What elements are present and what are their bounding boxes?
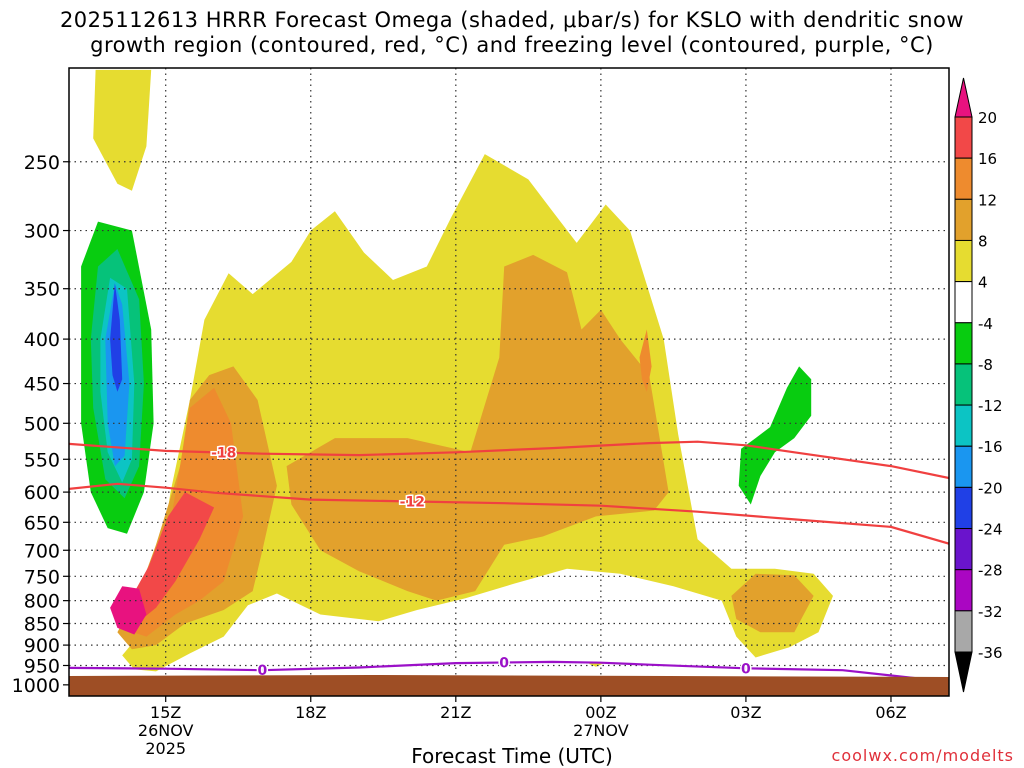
colorbar-label-6: -8	[978, 356, 993, 374]
omega-blue-early	[110, 283, 123, 392]
colorbar-label-11: -28	[978, 562, 1003, 580]
y-tick-label-650: 650	[24, 512, 60, 534]
y-tick-label-900: 900	[24, 635, 60, 657]
y-tick-label-250: 250	[24, 152, 60, 174]
colorbar-bin-2	[954, 157, 973, 200]
colorbar-label-7: -12	[978, 397, 1003, 415]
colorbar-bin-9	[954, 445, 973, 488]
omega-orange-late	[731, 573, 814, 633]
omega-green-late	[738, 366, 812, 505]
x-tick-label-00Z: 00Z	[585, 703, 616, 722]
colorbar-bottom-arrow	[954, 651, 973, 693]
contour-label-dendritic-lower-0: -12	[400, 495, 425, 511]
omega-orange-core	[286, 254, 669, 601]
colorbar-bin-5	[954, 281, 973, 324]
colorbar-top-arrow	[954, 77, 973, 118]
source-credit[interactable]: coolwx.com/modelts	[831, 746, 1014, 765]
contour-label-freezing-level-2: 0	[741, 661, 751, 677]
y-tick-label-350: 350	[24, 279, 60, 301]
colorbar-label-1: 16	[978, 150, 997, 168]
y-tick-label-500: 500	[24, 413, 60, 435]
contour-dendritic-lower	[69, 482, 949, 545]
y-tick-label-950: 950	[24, 655, 60, 677]
y-tick-label-400: 400	[24, 329, 60, 351]
x-tick-label-03Z: 03Z	[730, 703, 761, 722]
x-tick-label-21Z: 21Z	[440, 703, 471, 722]
colorbar-bin-1	[954, 116, 973, 159]
y-tick-label-300: 300	[24, 221, 60, 243]
y-tick-label-700: 700	[24, 540, 60, 562]
y-tick-label-600: 600	[24, 482, 60, 504]
colorbar-label-2: 12	[978, 191, 997, 209]
contour-label-freezing-level-1: 0	[499, 656, 509, 672]
y-tick-label-850: 850	[24, 614, 60, 636]
colorbar-label-4: 4	[978, 274, 988, 292]
terrain-ground	[69, 675, 949, 696]
y-tick-label-1000: 1000	[12, 675, 60, 697]
omega-yellow-main	[122, 154, 833, 672]
colorbar-label-8: -16	[978, 438, 1003, 456]
chart-title-line-2: growth region (contoured, red, °C) and f…	[90, 33, 934, 57]
colorbar-bin-11	[954, 528, 973, 571]
colorbar-label-5: -4	[978, 315, 993, 333]
colorbar-bin-6	[954, 322, 973, 365]
y-tick-label-450: 450	[24, 374, 60, 396]
x-tick-year-15Z: 2025	[145, 739, 186, 758]
colorbar-bin-4	[954, 239, 973, 283]
plot-frame	[68, 67, 950, 697]
chart-title-line-1: 2025112613 HRRR Forecast Omega (shaded, …	[59, 8, 965, 32]
x-tick-label-15Z: 15Z	[150, 703, 181, 722]
colorbar-label-12: -32	[978, 603, 1003, 621]
x-tick-date-15Z: 26NOV	[138, 721, 194, 740]
x-tick-label-06Z: 06Z	[875, 703, 906, 722]
colorbar-label-9: -20	[978, 479, 1003, 497]
colorbar-bin-10	[954, 486, 973, 530]
omega-darkorange-small	[639, 329, 652, 392]
colorbar-label-13: -36	[978, 644, 1003, 662]
x-tick-label-18Z: 18Z	[295, 703, 326, 722]
colorbar-bin-13	[954, 610, 973, 653]
omega-magenta	[110, 586, 147, 635]
colorbar-label-10: -24	[978, 521, 1003, 539]
colorbar-bin-12	[954, 569, 973, 612]
x-axis-label: Forecast Time (UTC)	[411, 744, 613, 768]
colorbar-label-3: 8	[978, 232, 988, 250]
y-tick-label-800: 800	[24, 591, 60, 613]
colorbar-bin-3	[954, 198, 973, 241]
omega-red	[127, 492, 215, 624]
colorbar-bin-8	[954, 404, 973, 447]
contour-dendritic-upper	[69, 440, 949, 480]
x-tick-date-00Z: 27NOV	[573, 721, 629, 740]
y-tick-label-550: 550	[24, 449, 60, 471]
colorbar-label-0: 20	[978, 109, 997, 127]
colorbar-bin-7	[954, 363, 973, 406]
contour-freezing-level	[69, 660, 949, 683]
omega-yellow-top	[93, 69, 152, 191]
y-tick-label-750: 750	[24, 566, 60, 588]
contour-label-dendritic-upper-0: -18	[211, 446, 236, 462]
